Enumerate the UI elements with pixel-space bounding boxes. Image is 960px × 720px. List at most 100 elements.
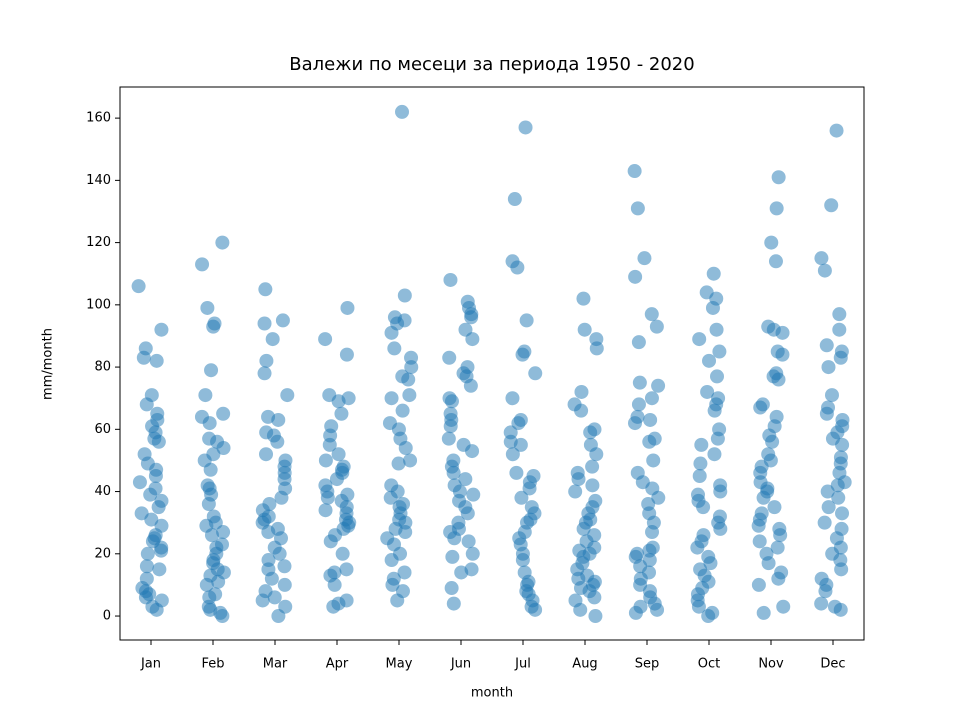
point (824, 388, 839, 403)
point (694, 437, 709, 452)
point (528, 602, 543, 617)
point (461, 534, 476, 549)
point (817, 263, 832, 278)
point (509, 465, 524, 480)
point (643, 412, 658, 427)
point (630, 201, 645, 216)
point (651, 378, 666, 393)
x-tick-label: Dec (820, 657, 845, 672)
point (690, 540, 705, 555)
point (259, 353, 274, 368)
point (511, 416, 526, 431)
point (340, 300, 355, 315)
point (835, 437, 850, 452)
point (824, 198, 839, 213)
point (318, 332, 333, 347)
x-tick-label: Oct (698, 657, 720, 672)
point (402, 388, 417, 403)
point (646, 453, 661, 468)
y-tick-label: 80 (94, 360, 111, 375)
point (277, 559, 292, 574)
point (443, 272, 458, 287)
point (835, 506, 850, 521)
point (460, 506, 475, 521)
point (761, 556, 776, 571)
point (442, 350, 457, 365)
point (752, 534, 767, 549)
point (513, 437, 528, 452)
point (710, 369, 725, 384)
point (322, 437, 337, 452)
point (707, 447, 722, 462)
point (200, 300, 215, 315)
point (398, 525, 413, 540)
point (576, 521, 591, 536)
point (265, 332, 280, 347)
point (585, 459, 600, 474)
point (444, 581, 459, 596)
point (710, 431, 725, 446)
x-tick-label: Aug (572, 657, 597, 672)
point (323, 534, 338, 549)
y-tick-label: 140 (86, 173, 111, 188)
point (154, 322, 169, 337)
point (458, 472, 473, 487)
point (131, 279, 146, 294)
point (645, 525, 660, 540)
point (833, 602, 848, 617)
y-axis-label: mm/month (41, 328, 56, 400)
point (834, 562, 849, 577)
point (764, 235, 779, 250)
point (391, 456, 406, 471)
point (327, 577, 342, 592)
point (465, 444, 480, 459)
point (404, 360, 419, 375)
point (775, 347, 790, 362)
point (821, 360, 836, 375)
point (713, 484, 728, 499)
point (649, 319, 664, 334)
x-tick-label: Apr (326, 657, 349, 672)
point (751, 577, 766, 592)
point (195, 257, 210, 272)
plot-frame (119, 86, 865, 641)
point (768, 254, 783, 269)
point (644, 307, 659, 322)
point (692, 332, 707, 347)
point (691, 599, 706, 614)
point (144, 512, 159, 527)
point (140, 546, 155, 561)
point (401, 372, 416, 387)
point (589, 447, 604, 462)
point (390, 593, 405, 608)
point (206, 319, 221, 334)
y-tick-label: 120 (86, 235, 111, 250)
point (702, 353, 717, 368)
point (576, 291, 591, 306)
point (705, 300, 720, 315)
point (627, 164, 642, 179)
point (275, 313, 290, 328)
point (384, 325, 399, 340)
point (832, 307, 847, 322)
point (267, 590, 282, 605)
point (203, 462, 218, 477)
point (397, 565, 412, 580)
point (132, 475, 147, 490)
point (384, 391, 399, 406)
point (505, 447, 520, 462)
point (154, 543, 169, 558)
point (398, 440, 413, 455)
point (152, 562, 167, 577)
point (770, 540, 785, 555)
point (585, 478, 600, 493)
point (713, 521, 728, 536)
point (148, 468, 163, 483)
point (199, 577, 214, 592)
point (464, 310, 479, 325)
point (505, 391, 520, 406)
point (589, 341, 604, 356)
point (320, 490, 335, 505)
point (334, 406, 349, 421)
point (257, 366, 272, 381)
